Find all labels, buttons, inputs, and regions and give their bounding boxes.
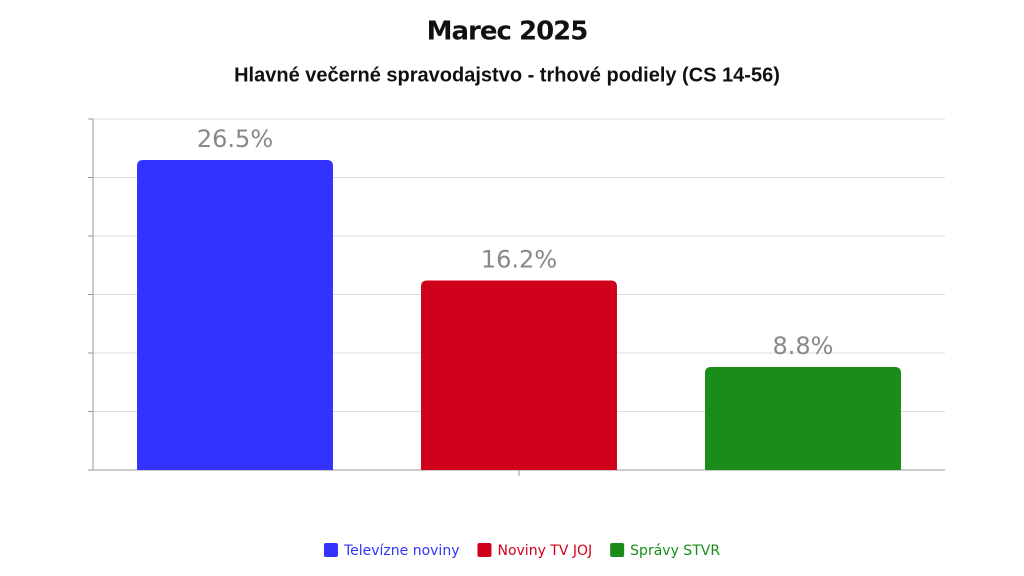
legend-label: Správy STVR [630, 543, 720, 559]
chart-subtitle: Hlavné večerné spravodajstvo - trhové po… [234, 64, 780, 86]
data-label: 8.8% [773, 332, 834, 360]
legend-label: Televízne noviny [343, 543, 460, 559]
data-label: 16.2% [481, 245, 557, 273]
bar [137, 159, 333, 470]
legend-swatch [610, 543, 625, 557]
legend-swatch [323, 543, 338, 557]
data-label: 26.5% [197, 125, 273, 153]
legend-swatch [477, 543, 492, 557]
bar [421, 280, 617, 470]
bar [705, 367, 901, 470]
legend-label: Noviny TV JOJ [497, 543, 592, 559]
chart-title: Marec 2025 [427, 17, 588, 47]
